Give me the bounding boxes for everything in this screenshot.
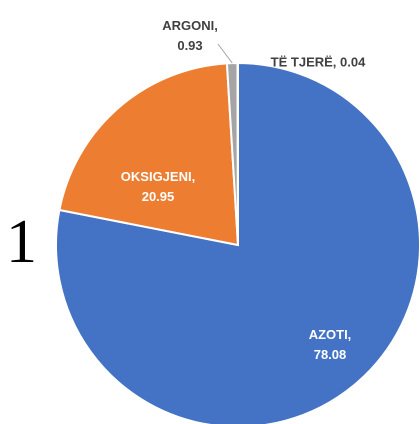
pie-slice [55,61,420,424]
data-label: OKSIGJENI, 20.95 [121,169,195,204]
label-line: 20.95 [142,189,175,204]
label-line: OKSIGJENI, [121,169,195,184]
label-line: ARGONI, [162,18,218,33]
data-label: TË TJERË, 0.04 [271,54,366,69]
data-label: AZOTI, 78.08 [309,327,352,362]
label-line: 0.93 [177,38,202,53]
label-line: 78.08 [314,347,347,362]
data-label: ARGONI, 0.93 [162,18,218,53]
label-line: AZOTI, [309,327,352,342]
pie-slice [58,62,240,247]
figure-label: 1 [6,208,37,276]
leader-line [217,43,233,64]
